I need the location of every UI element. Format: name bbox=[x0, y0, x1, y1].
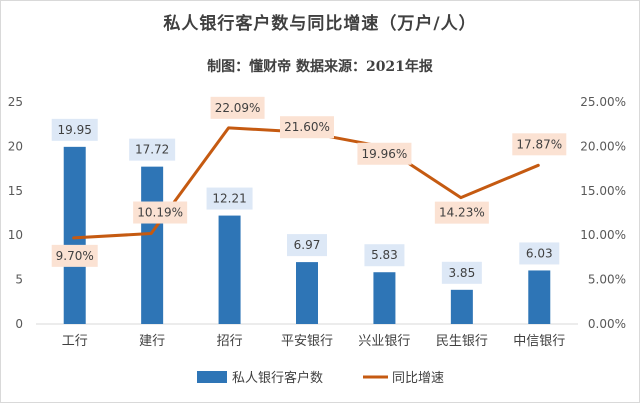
line-data-label: 10.19% bbox=[137, 206, 183, 220]
x-tick-label: 民生银行 bbox=[436, 334, 488, 349]
bar bbox=[450, 289, 473, 324]
line-data-label: 21.60% bbox=[284, 120, 330, 134]
line-data-label-bg bbox=[280, 116, 334, 139]
x-tick-label: 工行 bbox=[62, 334, 88, 349]
bar-data-label-bg bbox=[287, 234, 327, 257]
bar-data-label-bg bbox=[129, 138, 176, 161]
line-data-label-bg bbox=[357, 142, 412, 165]
line-point bbox=[150, 233, 152, 235]
chart-subtitle: 制图：懂财帝 数据来源：2021年报 bbox=[207, 58, 433, 75]
line-point bbox=[460, 197, 462, 199]
bar-data-label-bg bbox=[519, 242, 560, 265]
x-tick-label: 平安银行 bbox=[281, 334, 333, 349]
bar bbox=[63, 146, 86, 324]
chart-title: 私人银行客户数与同比增速（万户/人） bbox=[163, 13, 476, 34]
bar-data-label: 17.72 bbox=[135, 143, 169, 157]
axes: 0 5 10 15 20 25 0.00% 5.00% 10.00% 15.00% 20.00% 25… bbox=[8, 95, 626, 349]
bar-data-label-bg bbox=[206, 187, 253, 210]
x-tick-label: 中信银行 bbox=[513, 334, 565, 349]
line-data-label-bg bbox=[434, 201, 489, 224]
bar-data-label: 12.21 bbox=[212, 192, 246, 206]
bar-data-label-bg bbox=[364, 244, 405, 267]
y-right-tick-label: 0.00% bbox=[588, 317, 626, 331]
line-data-label-bg bbox=[51, 244, 98, 267]
bar-data-label: 5.83 bbox=[371, 248, 398, 262]
bar-data-label: 6.03 bbox=[526, 246, 553, 260]
y-right-tick-label: 25.00% bbox=[580, 95, 626, 109]
line-data-label: 19.96% bbox=[362, 147, 408, 161]
y-left-tick-label: 10 bbox=[8, 228, 23, 242]
line-data-label: 17.87% bbox=[516, 137, 562, 151]
x-tick-label: 建行 bbox=[139, 334, 165, 349]
bar bbox=[218, 215, 241, 324]
y-left-tick-label: 25 bbox=[8, 95, 23, 109]
legend-bar-label: 私人银行客户数 bbox=[232, 370, 323, 386]
line-data-label-bg bbox=[133, 201, 188, 224]
line-point bbox=[228, 127, 230, 129]
bar-data-label: 3.85 bbox=[448, 266, 475, 280]
bar-data-label-bg bbox=[51, 118, 98, 141]
x-tick-label: 招行 bbox=[217, 334, 243, 349]
y-left-tick-label: 20 bbox=[8, 139, 23, 153]
line-point bbox=[73, 237, 75, 239]
bar bbox=[373, 272, 396, 324]
line-data-label: 22.09% bbox=[215, 101, 261, 115]
data-labels: 19.95 17.72 12.21 6.97 5.83 3.85 6.03 9.70% 10.1… bbox=[51, 96, 567, 284]
y-left-tick-label: 15 bbox=[8, 184, 23, 198]
line-data-label-bg bbox=[512, 133, 567, 156]
bar bbox=[296, 262, 318, 324]
y-left-tick-label: 0 bbox=[15, 317, 23, 331]
bar bbox=[141, 166, 164, 324]
y-right-tick-label: 5.00% bbox=[588, 273, 626, 287]
bar-data-label-bg bbox=[441, 261, 482, 284]
y-right-tick-label: 20.00% bbox=[580, 139, 626, 153]
bar bbox=[528, 270, 551, 324]
line-point bbox=[537, 164, 539, 166]
line-data-label: 14.23% bbox=[439, 206, 485, 220]
line-data-label-bg bbox=[210, 96, 265, 119]
bar-data-label: 19.95 bbox=[58, 123, 92, 137]
y-left-tick-label: 5 bbox=[15, 273, 23, 287]
bar-data-label: 6.97 bbox=[294, 238, 321, 252]
legend: 私人银行客户数 同比增速 bbox=[197, 370, 444, 386]
y-right-tick-label: 10.00% bbox=[580, 228, 626, 242]
legend-line-label: 同比增速 bbox=[392, 371, 444, 386]
y-right-tick-label: 15.00% bbox=[580, 184, 626, 198]
line-data-label: 9.70% bbox=[56, 249, 94, 263]
x-tick-label: 兴业银行 bbox=[358, 334, 410, 349]
legend-bar-swatch bbox=[197, 371, 227, 383]
